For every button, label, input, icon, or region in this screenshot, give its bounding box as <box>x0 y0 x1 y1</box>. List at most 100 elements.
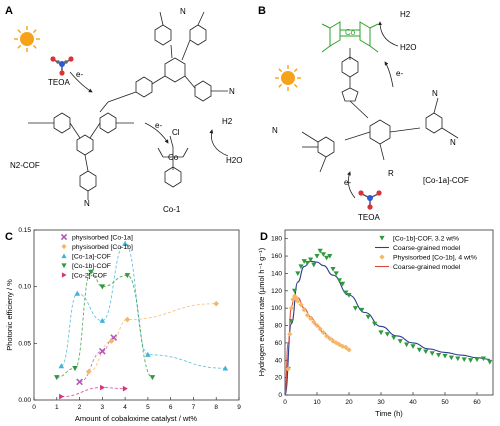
legend-label-c: [Co-1b]-COF <box>72 263 111 270</box>
x-tick-label-c: 3 <box>101 404 105 411</box>
panel-d-letter: D <box>260 231 268 243</box>
electron-label-b2: e- <box>344 178 351 187</box>
data-point-d <box>404 342 410 348</box>
data-point-d <box>336 278 342 283</box>
data-point-d <box>474 357 480 362</box>
plot-c-legend: physisorbed [Co-1a] physisorbed [Co-1b] [C… <box>60 233 133 280</box>
plot-c-points <box>53 240 229 400</box>
co-center-label-b: Co <box>345 28 356 37</box>
y-tick-label-d: 60 <box>275 340 283 347</box>
fit-curve-c <box>79 337 114 383</box>
n-label-b-right: N <box>450 138 456 147</box>
co-1-label: Co-1 <box>163 205 181 214</box>
legend-label-c: [Co-1a]-COF <box>72 254 111 261</box>
plot-d-frame <box>284 229 494 396</box>
x-tick-label-c: 1 <box>55 404 59 411</box>
data-point-c <box>145 351 151 357</box>
plot-d-xlabel: Time (h) <box>375 409 403 418</box>
data-point-d <box>423 349 429 355</box>
legend-label-c: physisorbed [Co-1a] <box>72 235 133 242</box>
data-point-c <box>100 384 106 391</box>
n-label-bottom: N <box>84 199 90 208</box>
data-point-d <box>436 352 442 358</box>
data-point-c <box>85 368 92 375</box>
data-point-d <box>324 333 330 339</box>
data-point-c <box>213 300 220 307</box>
model-curve-d <box>284 260 490 396</box>
electron-label-b1: e- <box>396 69 403 78</box>
data-point-d <box>293 295 299 301</box>
data-point-d <box>455 356 461 362</box>
data-point-c <box>108 338 115 344</box>
data-point-d <box>314 253 320 259</box>
y-tick-label-d: 120 <box>271 288 282 295</box>
legend-label-d: Coarse-grained model <box>393 245 461 252</box>
data-point-d <box>372 321 378 327</box>
data-point-d <box>448 355 454 361</box>
h2-label-a: H2 <box>222 117 233 126</box>
x-tick-label-d: 20 <box>345 399 353 406</box>
data-point-c <box>122 385 128 392</box>
plot-d-points <box>285 248 493 372</box>
legend-marker-c <box>61 263 67 269</box>
legend-label-d: [Co-1b]-COF, 3.2 wt% <box>393 236 459 243</box>
data-point-d <box>308 315 314 322</box>
sun-icon <box>14 26 40 52</box>
data-point-d <box>487 359 493 365</box>
data-point-d <box>301 307 307 313</box>
data-point-d <box>333 340 339 346</box>
data-point-d <box>333 271 339 277</box>
data-point-d <box>308 257 314 263</box>
legend-marker-d <box>379 235 385 241</box>
data-point-d <box>311 319 317 325</box>
panel-d: D 0 10 20 30 40 50 60020406080100120140160180 … <box>257 229 494 418</box>
x-tick-label-c: 9 <box>237 404 241 411</box>
electron-label-a1: e- <box>76 70 83 79</box>
data-point-d <box>416 347 422 353</box>
y-tick-label-d: 100 <box>271 305 282 312</box>
legend-marker-c <box>60 233 68 241</box>
data-point-d <box>320 329 326 336</box>
legend-label-c: physisorbed [Co-1b] <box>72 244 133 251</box>
r-group-label: R <box>388 169 394 178</box>
x-tick-label-c: 8 <box>214 404 218 411</box>
legend-marker-c <box>61 272 67 278</box>
data-point-d <box>327 253 333 259</box>
x-tick-label-d: 10 <box>313 399 321 406</box>
data-point-d <box>429 351 435 356</box>
data-point-d <box>346 293 352 298</box>
fit-curve-c <box>61 387 126 398</box>
data-point-c <box>149 375 156 381</box>
teoa-molecule-icon <box>50 56 74 76</box>
panel-b-letter: B <box>258 5 266 17</box>
co-1-complex <box>157 135 189 188</box>
data-point-d <box>340 281 346 287</box>
plot-d-legend: [Co-1b]-COF, 3.2 wt% Coarse-grained model… <box>375 235 477 271</box>
data-point-d <box>317 326 323 332</box>
data-point-d <box>397 339 403 344</box>
data-point-d <box>340 343 346 349</box>
x-tick-label-d: 40 <box>409 399 417 406</box>
electron-label-a2: e- <box>155 121 162 130</box>
x-tick-label-c: 6 <box>169 404 173 411</box>
panel-c: C 0 1 2 3 4 5 6 7 8 9 0.00 0.05 0.10 0.15 physisorbed… <box>5 227 241 423</box>
legend-marker-c <box>61 243 67 250</box>
data-point-d <box>365 314 371 320</box>
n2-cof-label: N2-COF <box>10 161 40 170</box>
data-point-d <box>410 344 416 349</box>
data-point-d <box>304 312 310 318</box>
data-point-d <box>298 264 304 270</box>
teoa-molecule-icon <box>358 190 382 210</box>
n-label-b-left: N <box>272 126 278 135</box>
legend-label-d: Physisorbed [Co-1b], 4 wt% <box>393 255 477 262</box>
x-tick-label-d: 30 <box>377 399 385 406</box>
teoa-label-b: TEOA <box>358 213 380 222</box>
data-point-d <box>468 358 474 363</box>
plot-d-ylabel: Hydrogen evolution rate (µmol h⁻¹ g⁻¹) <box>257 247 266 376</box>
data-point-d <box>324 255 330 261</box>
x-tick-label-d: 0 <box>283 399 287 406</box>
data-point-d <box>288 305 294 311</box>
data-point-d <box>314 322 320 329</box>
co-1a-cof-label: [Co-1a]-COF <box>423 176 469 185</box>
y-tick-label-c: 0.15 <box>18 227 31 234</box>
